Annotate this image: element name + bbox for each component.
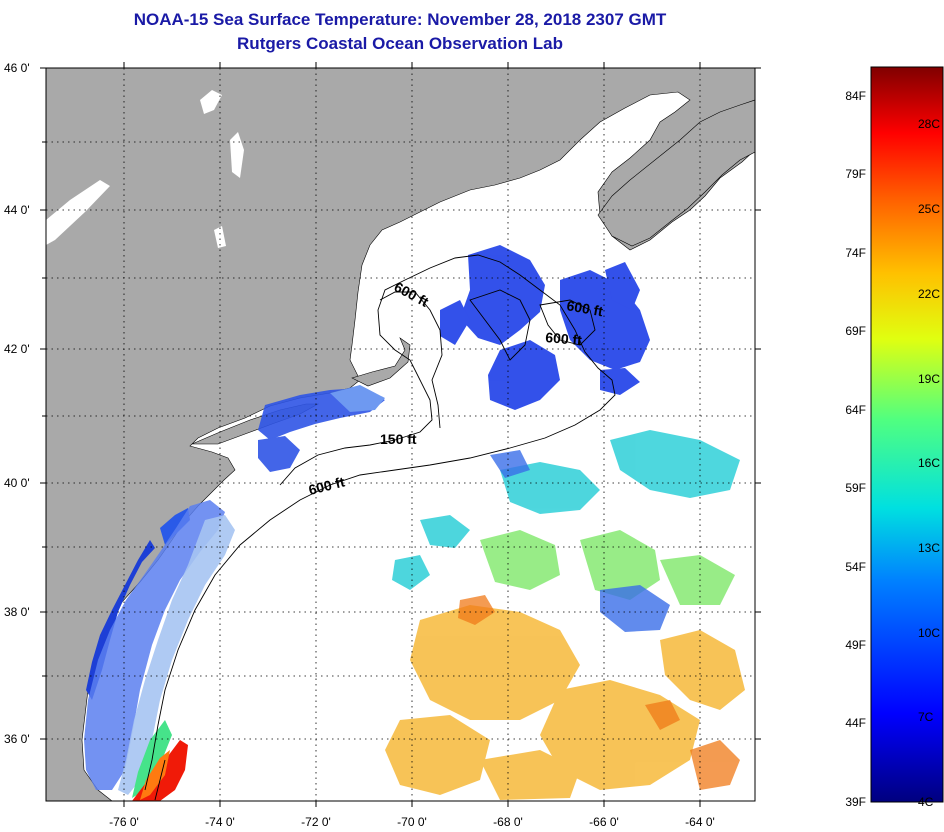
lat-label: 46 0': [4, 61, 30, 75]
colorbar-c-label: 22C: [918, 287, 940, 301]
colorbar-c-label: 10C: [918, 626, 940, 640]
sst-gulf-stream-orange: [140, 750, 170, 800]
map-title: NOAA-15 Sea Surface Temperature: Novembe…: [133, 10, 667, 29]
delaware-bay: [160, 508, 190, 545]
sst-offshore-cyan: [392, 430, 740, 590]
colorbar-f-label: 64F: [845, 403, 866, 417]
lon-label: -64 0': [685, 815, 715, 829]
axis-ticks: [40, 62, 761, 807]
colorbar-f-label: 49F: [845, 638, 866, 652]
land-cape-cod: [351, 337, 411, 387]
colorbar-f-label: 39F: [845, 795, 866, 809]
sst-offshore-green: [480, 530, 735, 605]
colorbar-f-label: 84F: [845, 89, 866, 103]
sst-coastal-band: [84, 500, 225, 790]
lat-label: 36 0': [4, 732, 30, 746]
graticule: [46, 68, 755, 801]
colorbar-f-label: 79F: [845, 167, 866, 181]
colorbar-c-label: 19C: [918, 372, 940, 386]
colorbar-f-label: 44F: [845, 716, 866, 730]
lake-champlain: [230, 132, 244, 178]
colorbar-f-label: 54F: [845, 560, 866, 574]
lon-label: -70 0': [397, 815, 427, 829]
lake-small: [214, 226, 226, 248]
colorbar-f-label: 74F: [845, 246, 866, 260]
bathymetry-contours: [144, 254, 616, 801]
lat-label: 40 0': [4, 476, 30, 490]
contour-label-150ft: 150 ft: [380, 431, 417, 447]
sst-offshore-warm: [385, 605, 745, 800]
contour-label-600ft-east: 600 ft: [565, 297, 604, 319]
land-nova-scotia: [597, 99, 755, 247]
map-subtitle: Rutgers Coastal Ocean Observation Lab: [237, 34, 563, 53]
colorbar-c-label: 4C: [918, 795, 934, 809]
colorbar-c-label: 28C: [918, 117, 940, 131]
colorbar-c-label: 13C: [918, 541, 940, 555]
contour-label-600ft-georges: 600 ft: [545, 329, 583, 348]
sst-offshore-blue: [490, 450, 670, 632]
colorbar-c-label: 7C: [918, 710, 934, 724]
sst-sne-shelf-patches: [258, 385, 385, 472]
lon-label: -76 0': [109, 815, 139, 829]
lat-label: 42 0': [4, 342, 30, 356]
map-frame-border: [45, 67, 756, 802]
lon-label: -66 0': [589, 815, 619, 829]
colorbar-f-label: 69F: [845, 324, 866, 338]
lake-ontario: [46, 180, 110, 245]
temperature-colorbar: [870, 66, 944, 803]
colorbar-f-label: 59F: [845, 481, 866, 495]
lat-label: 44 0': [4, 203, 30, 217]
sst-offshore-orange: [458, 595, 740, 790]
lake-champlain-area: [200, 90, 222, 114]
sst-gulf-of-maine-patches: [440, 245, 650, 410]
lon-label: -74 0': [205, 815, 235, 829]
lon-label: -68 0': [493, 815, 523, 829]
colorbar-c-label: 16C: [918, 456, 940, 470]
sst-shelf-cyan: [118, 515, 235, 795]
colorbar-c-label: 25C: [918, 202, 940, 216]
lon-label: -72 0': [301, 815, 331, 829]
lat-label: 38 0': [4, 605, 30, 619]
